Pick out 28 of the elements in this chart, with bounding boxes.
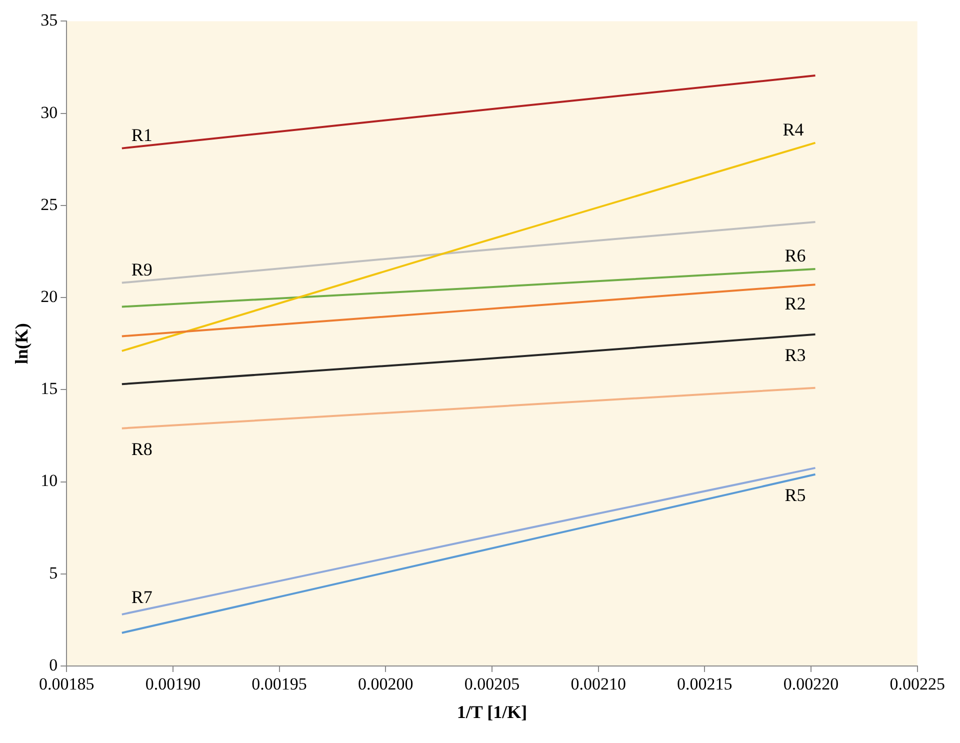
series-label: R1 [131,125,152,146]
y-tick-label: 5 [49,563,58,582]
series-label: R6 [784,246,806,266]
x-tick-label: 0.00210 [570,674,626,694]
y-tick-label: 10 [40,471,58,490]
y-axis-title: ln(K) [11,323,32,364]
series-label: R3 [784,345,806,366]
series-label: R2 [784,293,806,314]
series-label: R9 [131,260,152,280]
y-tick-label: 25 [40,194,58,214]
y-tick-label: 15 [40,379,58,398]
x-tick-label: 0.00185 [38,674,94,694]
x-tick-label: 0.00195 [252,674,307,694]
x-tick-label: 0.00200 [358,674,414,694]
x-axis-title: 1/T [1/K] [456,702,528,722]
y-tick-label: 20 [40,287,58,306]
x-tick-label: 0.00190 [145,674,201,694]
y-tick-label: 0 [49,655,58,674]
y-tick-label: 30 [40,102,58,122]
series-label: R8 [131,439,152,460]
series-label: R7 [131,587,152,608]
x-tick-label: 0.00225 [890,674,945,694]
series-label: R4 [782,120,804,140]
series-label: R5 [784,485,806,506]
x-tick-label: 0.00220 [783,674,839,694]
y-tick-label: 35 [40,10,58,30]
x-tick-label: 0.00205 [464,674,520,694]
x-tick-label: 0.00215 [677,674,732,694]
